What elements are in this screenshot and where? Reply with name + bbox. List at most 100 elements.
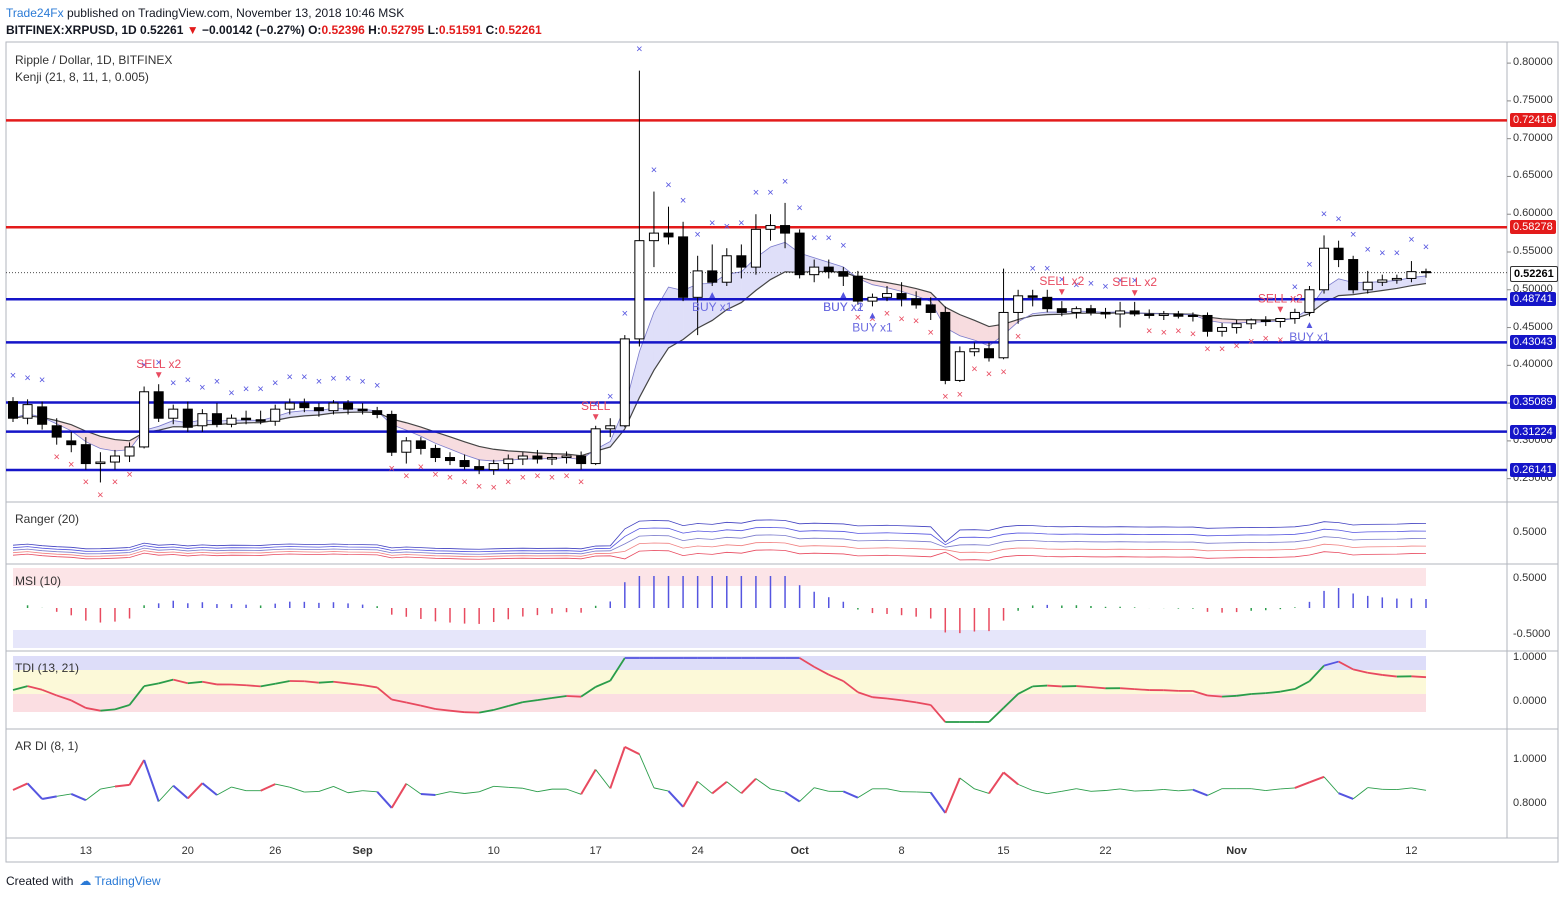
candle-body[interactable] — [1333, 247, 1344, 261]
candle-body[interactable] — [736, 255, 747, 268]
candle-body[interactable] — [678, 236, 689, 298]
candle-body[interactable] — [139, 391, 150, 448]
candle-body[interactable] — [1319, 247, 1330, 291]
tradingview-logo[interactable]: ☁ TradingView — [79, 874, 160, 888]
candle-body[interactable] — [1289, 311, 1300, 319]
candle-body[interactable] — [780, 225, 791, 234]
candle-body[interactable] — [1115, 310, 1126, 315]
candle-body[interactable] — [7, 401, 19, 419]
candle-body[interactable] — [1406, 271, 1417, 279]
candle-body[interactable] — [1246, 319, 1257, 325]
candle-body[interactable] — [1260, 319, 1271, 323]
candle-body[interactable] — [1085, 308, 1096, 313]
candle-body[interactable] — [270, 408, 281, 422]
candle-body[interactable] — [37, 406, 48, 425]
candle-body[interactable] — [51, 425, 62, 438]
candle-body[interactable] — [1187, 314, 1198, 317]
candle-body[interactable] — [1158, 313, 1169, 316]
candle-body[interactable] — [109, 455, 120, 463]
candle-body[interactable] — [1042, 296, 1053, 310]
candle-body[interactable] — [124, 446, 135, 457]
candle-body[interactable] — [226, 417, 237, 425]
candle-body[interactable] — [372, 410, 383, 415]
candle-body[interactable] — [1377, 279, 1388, 283]
candle-body[interactable] — [576, 455, 587, 465]
candle-body[interactable] — [153, 391, 164, 419]
candle-body[interactable] — [430, 447, 441, 459]
candle-body[interactable] — [517, 455, 528, 460]
candle-body[interactable] — [474, 466, 485, 471]
candle-body[interactable] — [22, 404, 33, 419]
candle-body[interactable] — [794, 232, 805, 276]
candle-body[interactable] — [750, 228, 761, 268]
candle-body[interactable] — [969, 348, 980, 353]
candle-body[interactable] — [1013, 295, 1024, 313]
candle-body[interactable] — [925, 304, 936, 313]
candle-body[interactable] — [619, 338, 630, 427]
candle-body[interactable] — [648, 232, 659, 242]
candle-body[interactable] — [1056, 308, 1067, 313]
candle-body[interactable] — [1217, 327, 1228, 332]
candle-body[interactable] — [444, 457, 456, 462]
candle-body[interactable] — [255, 419, 266, 422]
candle-body[interactable] — [241, 417, 252, 421]
candle-body[interactable] — [415, 440, 426, 449]
candle-body[interactable] — [765, 225, 776, 230]
candle-body[interactable] — [1173, 313, 1184, 317]
publisher-link[interactable]: Trade24Fx — [6, 6, 64, 20]
candle-body[interactable] — [1071, 308, 1082, 313]
candle-body[interactable] — [343, 402, 354, 410]
candle-body[interactable] — [1348, 259, 1359, 291]
candle-body[interactable] — [459, 460, 470, 468]
candle-body[interactable] — [1420, 271, 1432, 274]
candle-body[interactable] — [532, 455, 543, 460]
candle-body[interactable] — [546, 457, 557, 460]
candle-body[interactable] — [95, 461, 106, 465]
candle-body[interactable] — [590, 428, 601, 465]
candle-body[interactable] — [867, 296, 878, 302]
candle-body[interactable] — [488, 463, 499, 471]
candle-body[interactable] — [954, 351, 965, 381]
candle-body[interactable] — [357, 408, 368, 412]
candle-body[interactable] — [1144, 313, 1155, 316]
candle-body[interactable] — [692, 270, 703, 298]
candle-body[interactable] — [911, 298, 922, 306]
candle-body[interactable] — [561, 455, 572, 459]
candle-body[interactable] — [1202, 314, 1213, 332]
candle-body[interactable] — [707, 270, 718, 283]
candle-body[interactable] — [168, 408, 179, 419]
candle-body[interactable] — [896, 293, 907, 300]
candle-body[interactable] — [809, 266, 820, 276]
candle-body[interactable] — [1231, 323, 1242, 329]
candle-body[interactable] — [605, 425, 616, 430]
candle-body[interactable] — [1275, 317, 1286, 323]
candle-body[interactable] — [882, 293, 893, 298]
candle-body[interactable] — [503, 458, 514, 465]
candle-body[interactable] — [401, 440, 412, 453]
candle-body[interactable] — [386, 413, 397, 453]
candle-body[interactable] — [663, 232, 674, 238]
candle-body[interactable] — [1391, 277, 1402, 281]
tradingview-link[interactable]: TradingView — [94, 874, 161, 888]
candle-body[interactable] — [66, 440, 77, 446]
candle-body[interactable] — [634, 240, 645, 340]
candle-body[interactable] — [823, 266, 834, 273]
candle-body[interactable] — [1362, 281, 1373, 291]
candle-body[interactable] — [721, 255, 732, 283]
candle-body[interactable] — [284, 402, 295, 410]
candle-body[interactable] — [998, 311, 1009, 359]
candle-body[interactable] — [299, 402, 310, 409]
candle-body[interactable] — [182, 408, 193, 428]
candle-body[interactable] — [197, 413, 208, 427]
candle-body[interactable] — [1027, 295, 1038, 298]
candle-body[interactable] — [328, 402, 339, 412]
candle-body[interactable] — [852, 275, 863, 302]
candle-body[interactable] — [940, 311, 951, 381]
candle-body[interactable] — [1100, 311, 1111, 315]
candle-body[interactable] — [838, 271, 849, 277]
candle-body[interactable] — [1304, 289, 1315, 313]
candle-body[interactable] — [1129, 310, 1140, 315]
candle-body[interactable] — [983, 348, 995, 359]
candle-body[interactable] — [313, 407, 324, 412]
